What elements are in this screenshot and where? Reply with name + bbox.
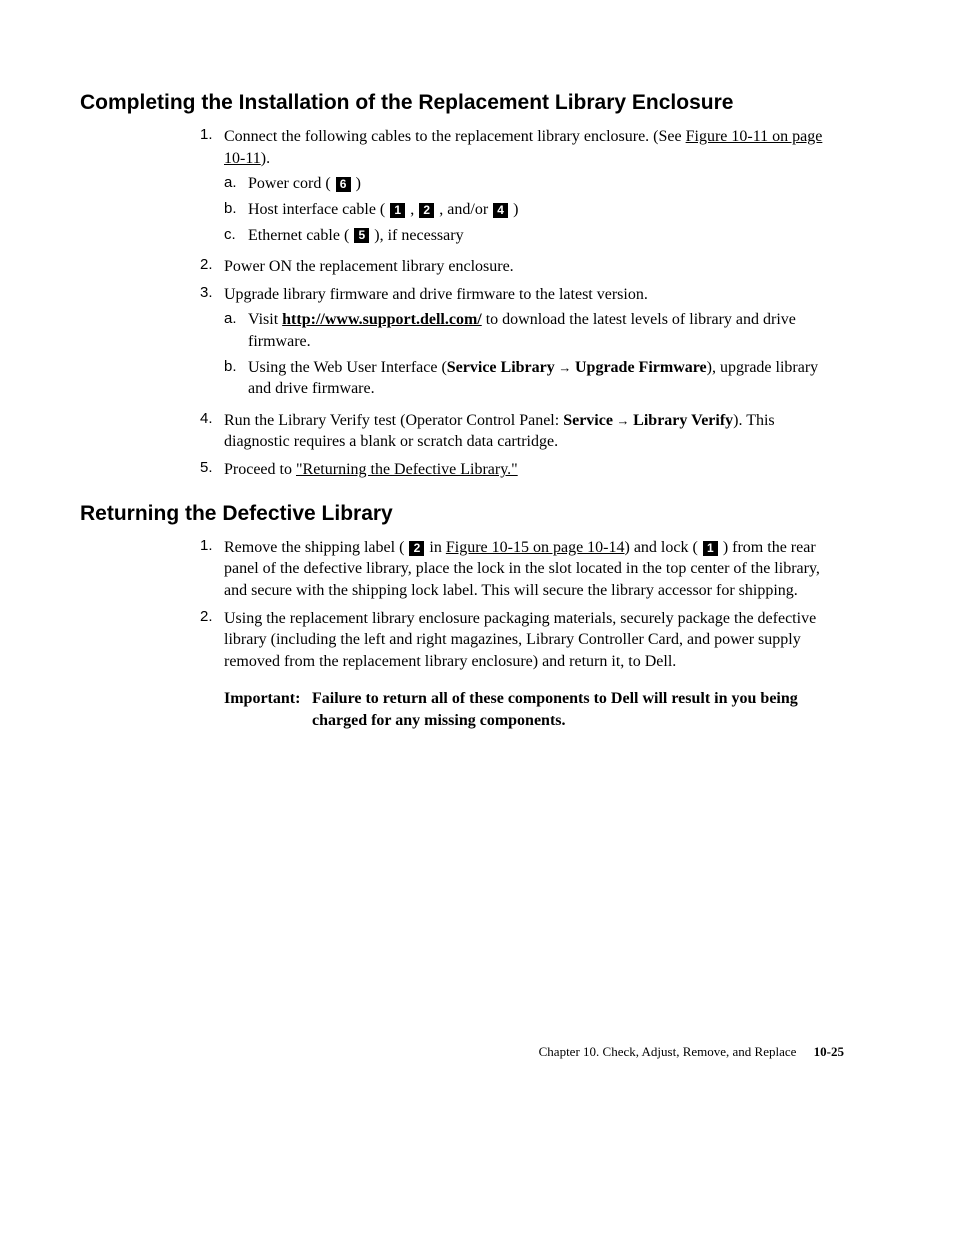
section1-list: 1. Connect the following cables to the r… [200,126,844,480]
menu-path: Library Verify [633,412,733,429]
list-item: 5. Proceed to "Returning the Defective L… [200,459,844,481]
important-text: Failure to return all of these component… [312,688,844,731]
url-link[interactable]: http://www.support.dell.com/ [282,311,482,328]
callout-icon: 1 [390,203,405,218]
item-number: 2. [200,608,224,732]
section2-title: Returning the Defective Library [80,501,844,527]
callout-icon: 2 [409,541,424,556]
sub-body: Using the Web User Interface (Service Li… [248,357,844,400]
list-item: b. Host interface cable ( 1 , 2 , and/or… [224,199,844,221]
list-item: 1. Connect the following cables to the r… [200,126,844,250]
arrow-icon: → [555,360,575,375]
item-number: 3. [200,284,224,404]
callout-icon: 2 [419,203,434,218]
sub-number: a. [224,173,248,195]
menu-path: Upgrade Firmware [575,359,707,376]
sub-body: Ethernet cable ( 5 ), if necessary [248,225,844,247]
section2-list: 1. Remove the shipping label ( 2 in Figu… [200,537,844,732]
menu-path: Service [563,412,613,429]
item-body: Using the replacement library enclosure … [224,608,844,732]
item-number: 1. [200,537,224,602]
item-number: 2. [200,256,224,278]
list-item: 1. Remove the shipping label ( 2 in Figu… [200,537,844,602]
menu-path: Service Library [447,359,555,376]
sub-list: a. Visit http://www.support.dell.com/ to… [224,309,844,399]
sub-number: a. [224,309,248,352]
list-item: c. Ethernet cable ( 5 ), if necessary [224,225,844,247]
sub-body: Power cord ( 6 ) [248,173,844,195]
item-body: Connect the following cables to the repl… [224,126,844,250]
page-number: 10-25 [814,1044,844,1059]
item-number: 4. [200,410,224,453]
list-item: 2. Power ON the replacement library encl… [200,256,844,278]
list-item: a. Visit http://www.support.dell.com/ to… [224,309,844,352]
callout-icon: 1 [703,541,718,556]
item-number: 5. [200,459,224,481]
section1-title: Completing the Installation of the Repla… [80,90,844,116]
figure-link[interactable]: Figure 10-15 on page 10-14 [446,539,625,556]
sub-number: c. [224,225,248,247]
sub-list: a. Power cord ( 6 ) b. Host interface ca… [224,173,844,246]
sub-number: b. [224,357,248,400]
important-label: Important: [224,688,312,731]
section-link[interactable]: "Returning the Defective Library." [296,461,518,478]
list-item: b. Using the Web User Interface (Service… [224,357,844,400]
item-body: Power ON the replacement library enclosu… [224,256,844,278]
sub-body: Visit http://www.support.dell.com/ to do… [248,309,844,352]
arrow-icon: → [613,413,633,428]
item-number: 1. [200,126,224,250]
item-body: Upgrade library firmware and drive firmw… [224,284,844,404]
chapter-label: Chapter 10. Check, Adjust, Remove, and R… [539,1044,797,1059]
sub-number: b. [224,199,248,221]
item-body: Remove the shipping label ( 2 in Figure … [224,537,844,602]
item-body: Run the Library Verify test (Operator Co… [224,410,844,453]
callout-icon: 6 [336,177,351,192]
list-item: 4. Run the Library Verify test (Operator… [200,410,844,453]
item-body: Proceed to "Returning the Defective Libr… [224,459,844,481]
sub-body: Host interface cable ( 1 , 2 , and/or 4 … [248,199,844,221]
page-footer: Chapter 10. Check, Adjust, Remove, and R… [539,1044,844,1060]
page: Completing the Installation of the Repla… [0,0,954,1100]
list-item: 3. Upgrade library firmware and drive fi… [200,284,844,404]
list-item: 2. Using the replacement library enclosu… [200,608,844,732]
list-item: a. Power cord ( 6 ) [224,173,844,195]
important-note: Important: Failure to return all of thes… [224,688,844,731]
callout-icon: 4 [493,203,508,218]
callout-icon: 5 [354,228,369,243]
